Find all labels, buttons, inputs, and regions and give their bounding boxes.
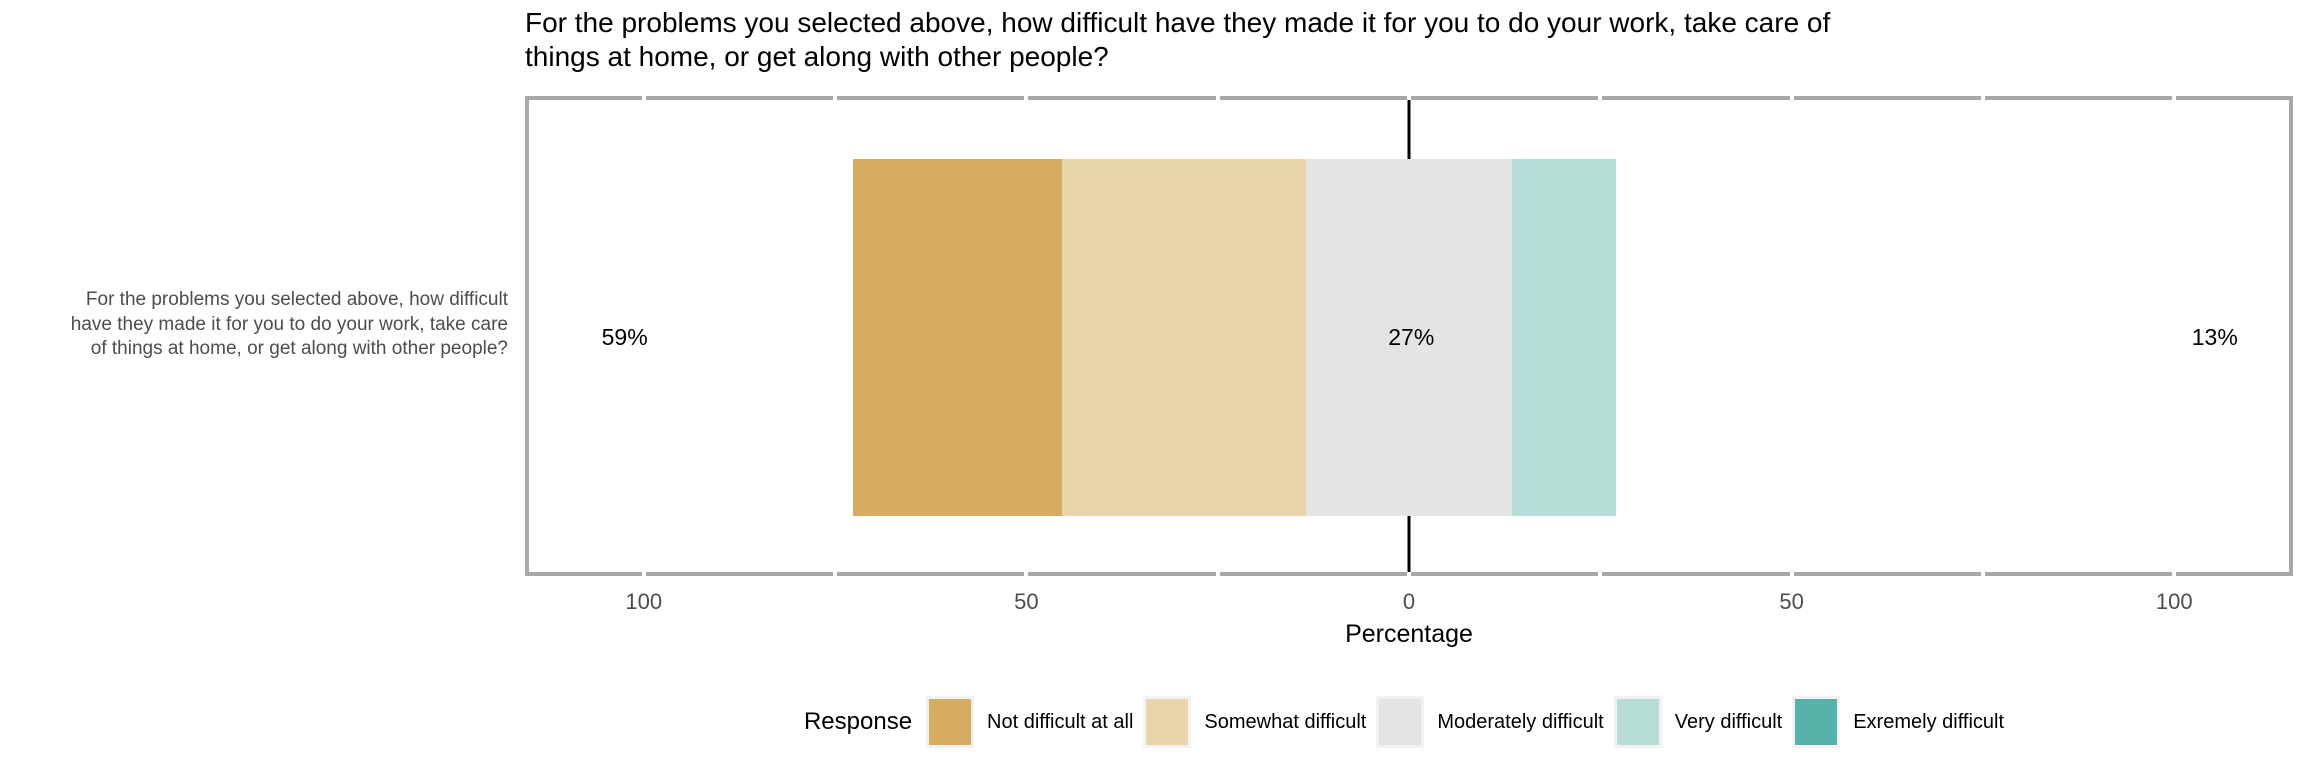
legend-key	[1792, 696, 1841, 748]
x-tick-label: 50	[1014, 589, 1039, 614]
tick-mark	[1598, 96, 1603, 100]
tick-mark	[1789, 96, 1794, 100]
tick-mark	[1598, 572, 1603, 576]
legend: Response Not difficult at all Somewhat di…	[525, 694, 2293, 750]
tick-mark	[1980, 96, 1985, 100]
tick-mark	[2172, 572, 2177, 576]
tick-mark	[641, 572, 646, 576]
stacked-bar	[529, 159, 2289, 516]
x-tick-label: 0	[1402, 589, 1416, 614]
legend-item-moderately-difficult: Moderately difficult	[1376, 696, 1604, 748]
legend-item-not-difficult-at-all: Not difficult at all	[926, 696, 1133, 748]
x-axis-title: Percentage	[1345, 620, 1473, 648]
legend-key	[926, 696, 975, 748]
percentage-label: 13%	[2191, 324, 2238, 350]
legend-item-very-difficult: Very difficult	[1613, 696, 1783, 748]
legend-label: Very difficult	[1674, 710, 1783, 733]
y-axis-question-label: For the problems you selected above, how…	[70, 289, 508, 359]
percentage-label: 27%	[1388, 324, 1435, 350]
tick-mark	[833, 572, 838, 576]
plot-panel: 59% 27% 13%	[525, 96, 2293, 576]
tick-mark	[1215, 96, 1220, 100]
bar-segment-moderately-difficult	[1305, 159, 1513, 516]
legend-swatch	[929, 699, 972, 745]
legend-label: Moderately difficult	[1437, 710, 1604, 733]
x-tick-label: 50	[1779, 589, 1804, 614]
bar-segment-very-difficult	[1512, 159, 1616, 516]
legend-label: Somewhat difficult	[1204, 710, 1367, 733]
legend-swatch	[1379, 699, 1422, 745]
tick-mark	[1215, 572, 1220, 576]
tick-mark	[1407, 96, 1411, 100]
legend-swatch	[1146, 699, 1189, 745]
tick-mark	[1024, 96, 1029, 100]
legend-title: Response	[803, 708, 913, 735]
legend-key	[1376, 696, 1425, 748]
legend-swatch	[1616, 699, 1659, 745]
tick-mark	[641, 96, 646, 100]
tick-mark	[1407, 572, 1411, 576]
legend-item-somewhat-difficult: Somewhat difficult	[1143, 696, 1366, 748]
tick-mark	[833, 96, 838, 100]
legend-key	[1143, 696, 1192, 748]
legend-items: Not difficult at all Somewhat difficult Mo…	[926, 696, 2014, 748]
percentage-label: 59%	[601, 324, 648, 350]
tick-mark	[1024, 572, 1029, 576]
legend-item-exremely-difficult: Exremely difficult	[1792, 696, 2004, 748]
chart-title: For the problems you selected above, how…	[525, 7, 1831, 72]
tick-mark	[2172, 96, 2177, 100]
legend-label: Not difficult at all	[987, 710, 1134, 733]
legend-key	[1613, 696, 1662, 748]
legend-label: Exremely difficult	[1853, 710, 2005, 733]
tick-mark	[1789, 572, 1794, 576]
bar-segment-somewhat-difficult	[1062, 159, 1306, 516]
tick-mark	[1980, 572, 1985, 576]
x-tick-label: 100	[2155, 589, 2193, 614]
x-tick-label: 100	[625, 589, 663, 614]
legend-swatch	[1795, 699, 1838, 745]
x-axis-tick-labels: 100 50 0 50 100	[529, 589, 2289, 615]
bar-segment-not-difficult-at-all	[852, 159, 1063, 516]
